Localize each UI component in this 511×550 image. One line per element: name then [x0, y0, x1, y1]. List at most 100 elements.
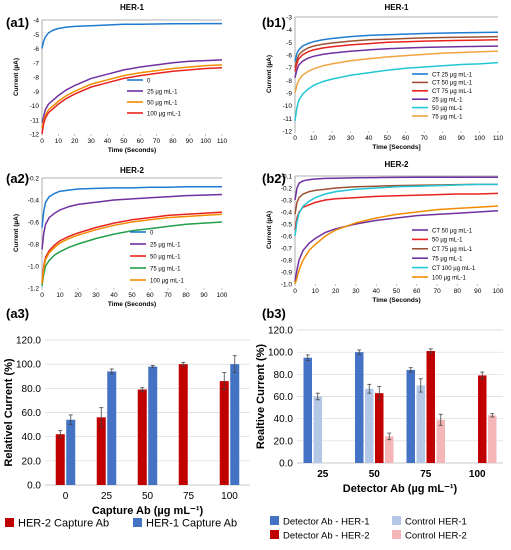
y-tick-label: 120.0: [16, 336, 41, 347]
charts-group: HER-1-4-5-6-7-8-9-10-11-120 10 20 30 40 50 60 7…: [3, 3, 504, 542]
bar: [488, 415, 497, 463]
x-tick-label: 70: [164, 292, 172, 299]
x-tick-label: 30: [87, 138, 95, 145]
legend-label: 100 µg mL-1: [150, 278, 184, 284]
chart-b2: HER-2 -0.1 -0.2 -0.3 -0.4 -0.5 -0.6 -0.7 -0.8 -0.…: [266, 160, 504, 304]
y-tick-label: -5: [286, 40, 292, 47]
bar: [426, 351, 435, 463]
series-line: [41, 221, 223, 286]
x-tick-label: 80: [169, 138, 177, 145]
y-tick-label: 20.0: [22, 456, 42, 467]
legend-label: CT 50 µg mL-1: [432, 228, 473, 234]
legend-swatch: [133, 518, 142, 527]
y-tick-label: -9: [33, 89, 39, 96]
legend-label: 25 µg mL-1: [147, 89, 178, 95]
bar: [303, 357, 312, 463]
x-tick-label: 10: [55, 138, 63, 145]
chart-b1: HER-1 -3 -4 -5 -6 -7 -8 -9 -10 -11 -120 10 20 30 40 50 6…: [266, 3, 504, 151]
bar: [178, 364, 188, 485]
y-tick-label: 0.0: [279, 459, 293, 470]
x-tick-label: 50: [393, 288, 401, 295]
chart-b3: 0.0 20.0 40.0 60.0 80.0 100.0 120.0 25 50 75 100 De…: [255, 326, 503, 542]
category-label: 50: [369, 469, 381, 480]
y-tick-label: -9: [286, 91, 292, 98]
series-line: [294, 192, 499, 231]
x-tick-label: 60: [137, 138, 145, 145]
y-tick-label: 100.0: [16, 360, 41, 371]
panel-label-b1: (b1): [262, 15, 286, 30]
chart-title: HER-1: [120, 3, 145, 12]
x-tick-label: 10: [56, 292, 64, 299]
y-tick-label: -4: [286, 27, 292, 34]
bar: [148, 366, 158, 485]
series-line: [41, 213, 223, 284]
bar: [107, 371, 117, 485]
x-tick-label: 40: [104, 138, 112, 145]
x-tick-label: 90: [186, 138, 194, 145]
series-line: [294, 176, 498, 201]
y-tick-label: 40.0: [274, 414, 294, 425]
bar: [313, 396, 322, 463]
x-tick-label: 0: [293, 135, 297, 142]
y-tick-label: -10: [283, 103, 293, 110]
y-tick-label: -0.9: [281, 270, 293, 277]
legend-swatch: [270, 516, 279, 525]
x-tick-label: 0: [40, 292, 44, 299]
y-tick-label: -0.6: [281, 234, 293, 241]
legend-label: Control HER-2: [405, 531, 467, 542]
x-tick-label: 30: [352, 288, 360, 295]
series-line: [294, 183, 498, 237]
legend-label: 75 µg mL-1: [432, 257, 463, 263]
y-axis-title: Relativel Current (%): [3, 358, 15, 467]
legend-label: Detector Ab - HER-2: [283, 531, 370, 542]
panel-label-a3: (a3): [6, 306, 29, 321]
legend-label: CT 50 µg mL-1: [432, 81, 473, 87]
y-tick-label: -0.5: [281, 222, 293, 229]
legend-label: HER-2 Capture Ab: [18, 518, 109, 530]
y-tick-label: 60.0: [22, 408, 42, 419]
x-axis-title: Time (Seconds): [108, 147, 156, 154]
y-axis-title: Current (µA): [13, 58, 20, 96]
y-tick-label: -7: [286, 65, 292, 72]
y-tick-label: 0.0: [27, 481, 41, 492]
category-label: 25: [101, 491, 113, 502]
bar: [365, 388, 374, 463]
y-tick-label: -0.4: [28, 198, 40, 205]
series-line: [294, 61, 499, 122]
y-tick-label: -11: [283, 116, 292, 123]
y-tick-label: 120.0: [268, 326, 293, 337]
bar: [355, 352, 364, 463]
x-tick-label: 10: [312, 288, 320, 295]
bar: [137, 389, 147, 485]
y-tick-label: -10: [30, 103, 40, 110]
category-label: 25: [317, 469, 329, 480]
x-tick-label: 90: [474, 288, 482, 295]
series-line: [41, 66, 223, 135]
y-tick-label: -11: [30, 117, 39, 124]
bar: [55, 434, 65, 485]
category-label: 50: [142, 491, 154, 502]
legend-label: CT 75 µg mL-1: [432, 247, 473, 253]
legend-label: 50 µg mL-1: [432, 238, 463, 244]
x-tick-label: 100: [493, 288, 504, 295]
bar: [478, 375, 487, 463]
legend-label: Detector Ab - HER-1: [283, 517, 370, 528]
x-axis-title: Detector Ab (µg mL⁻¹): [343, 483, 458, 495]
series-line: [41, 193, 223, 250]
legend-label: CT 75 µg mL-1: [432, 89, 473, 95]
y-tick-label: -0.2: [28, 176, 40, 183]
legend-label: Control HER-1: [405, 517, 467, 528]
legend-swatch: [392, 516, 401, 525]
category-label: 100: [469, 469, 486, 480]
x-tick-label: 70: [421, 135, 429, 142]
y-tick-label: 40.0: [22, 432, 42, 443]
y-tick-label: -3: [286, 15, 292, 22]
bar: [385, 436, 394, 463]
bar: [375, 393, 384, 463]
chart-title: HER-2: [384, 160, 409, 169]
y-tick-label: -6: [33, 46, 39, 53]
y-axis-title: Current (µA): [13, 214, 20, 252]
legend-label: 75 µg mL-1: [150, 266, 181, 272]
legend-label: 0: [150, 230, 154, 236]
x-axis-title: Time (Seconds): [108, 301, 156, 308]
